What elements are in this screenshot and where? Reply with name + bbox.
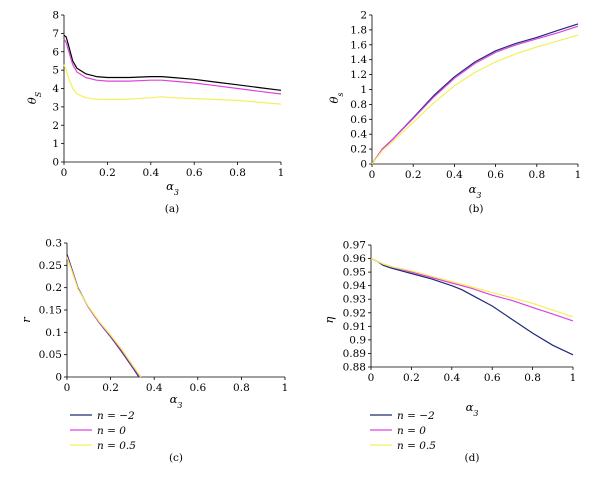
x-tick-label: 0.8 — [229, 167, 246, 179]
y-tick-label: 1.6 — [350, 39, 367, 51]
chart-panel-c: 0 0.05 0.1 0.15 0.2 0.25 0.3 0 0.2 0.4 0.6 0.8 1 α3 r (… — [19, 238, 288, 465]
y-tick-label: 0.97 — [343, 240, 366, 252]
x-tick-label: 0.6 — [186, 167, 203, 179]
series-line-1 — [63, 38, 282, 95]
panel-label: (b) — [469, 203, 484, 215]
y-tick-label: 0.92 — [343, 307, 366, 319]
legend-label: n = 0.5 — [97, 440, 136, 452]
y-tick-label: 1 — [52, 138, 59, 150]
y-tick-label: 0.05 — [39, 349, 62, 361]
x-tick-label: 0.4 — [443, 372, 460, 384]
series-line-2 — [371, 34, 579, 165]
y-axis-label: η — [322, 316, 336, 323]
y-tick-label: 1 — [360, 84, 367, 96]
panel-label: (a) — [165, 203, 179, 215]
y-tick-label: 0.8 — [350, 99, 367, 111]
y-tick-label: 1.4 — [350, 54, 367, 66]
y-tick-label: 6 — [52, 46, 59, 58]
y-tick-label: 0.96 — [343, 253, 367, 265]
x-tick-label: 0.2 — [405, 169, 422, 181]
x-axis-label: α3 — [166, 179, 179, 197]
series-line-0 — [370, 258, 574, 356]
y-axis-label: θs — [327, 92, 345, 103]
x-tick-label: 1 — [570, 372, 577, 384]
x-tick-label: 0.2 — [99, 167, 116, 179]
x-tick-label: 0.8 — [233, 382, 250, 394]
y-tick-label: 0.1 — [45, 327, 62, 339]
legend-label: n = −2 — [97, 410, 135, 422]
y-tick-label: 5 — [52, 65, 59, 77]
series-line-2 — [63, 64, 282, 105]
y-tick-label: 0.25 — [39, 260, 62, 272]
y-tick-label: 0.95 — [343, 267, 366, 279]
series-line-0 — [63, 34, 282, 91]
x-tick-label: 0.8 — [528, 169, 545, 181]
y-tick-label: 0.4 — [350, 129, 367, 141]
y-tick-label: 2 — [52, 120, 59, 132]
y-tick-label: 0.2 — [350, 144, 367, 156]
x-tick-label: 0 — [61, 167, 68, 179]
series-line-2 — [66, 257, 142, 378]
legend-c: n = −2 n = 0 n = 0.5 — [70, 410, 136, 452]
y-tick-label: 0.15 — [39, 305, 62, 317]
y-tick-label: 0 — [52, 157, 59, 169]
y-tick-label: 0 — [55, 372, 62, 384]
series-line-1 — [370, 258, 574, 322]
y-tick-label: 0.88 — [343, 362, 366, 374]
x-tick-label: 1 — [282, 382, 289, 394]
chart-panel-a: 0 1 2 3 4 5 6 7 8 0 0.2 0.4 0.6 0.8 1 α3 θS (a) — [25, 10, 284, 216]
series-line-1 — [66, 256, 141, 378]
x-tick-label: 0.4 — [446, 169, 463, 181]
x-tick-label: 1 — [278, 167, 285, 179]
chart-panel-b: 0 0.2 0.4 0.6 0.8 1 1.2 1.4 1.6 1.8 2 0 0.2 0.4 0.6 0.8… — [327, 10, 581, 216]
y-tick-label: 8 — [52, 10, 59, 22]
x-tick-label: 0.6 — [484, 372, 501, 384]
y-tick-label: 0.91 — [343, 321, 366, 333]
y-axis-label: θS — [25, 91, 43, 104]
y-tick-label: 0.89 — [343, 348, 366, 360]
legend-label: n = 0 — [397, 425, 426, 437]
y-tick-label: 4 — [52, 83, 59, 95]
x-tick-label: 0.4 — [142, 167, 159, 179]
y-tick-label: 0.93 — [343, 294, 366, 306]
x-axis-label: α3 — [170, 392, 183, 410]
panel-label: (d) — [465, 452, 480, 464]
x-tick-label: 0 — [64, 382, 71, 394]
y-tick-label: 1.8 — [350, 24, 367, 36]
y-axis-label: r — [19, 316, 33, 323]
x-tick-label: 1 — [575, 169, 582, 181]
series-line-0 — [371, 23, 579, 165]
x-tick-label: 0 — [369, 169, 376, 181]
x-tick-label: 0.6 — [189, 382, 206, 394]
panel-label: (c) — [169, 452, 183, 464]
series-line-1 — [371, 25, 579, 165]
series-line-2 — [370, 258, 574, 318]
legend-d: n = −2 n = 0 n = 0.5 — [370, 410, 436, 452]
y-tick-label: 1.2 — [350, 69, 367, 81]
x-axis-label: α3 — [469, 182, 482, 200]
y-tick-label: 0.9 — [349, 334, 366, 346]
y-tick-label: 7 — [52, 28, 59, 40]
y-tick-label: 0.3 — [45, 238, 62, 250]
x-tick-label: 0 — [368, 372, 375, 384]
x-tick-label: 0.2 — [102, 382, 119, 394]
y-tick-label: 0.2 — [45, 282, 62, 294]
x-axis-label: α3 — [466, 400, 479, 418]
x-tick-label: 0.6 — [487, 169, 504, 181]
legend-label: n = 0 — [97, 425, 126, 437]
y-tick-label: 0.94 — [343, 280, 367, 292]
y-tick-label: 0.6 — [350, 114, 367, 126]
x-tick-label: 0.4 — [146, 382, 163, 394]
legend-label: n = −2 — [397, 410, 435, 422]
x-tick-label: 0.8 — [524, 372, 541, 384]
x-tick-label: 0.2 — [403, 372, 420, 384]
legend-label: n = 0.5 — [397, 440, 436, 452]
y-tick-label: 0 — [360, 159, 367, 171]
y-tick-label: 3 — [52, 101, 59, 113]
chart-panel-d: 0.88 0.89 0.90.91 0.920.93 0.940.95 0.960.97 0… — [322, 240, 576, 465]
y-tick-label: 2 — [360, 10, 367, 22]
